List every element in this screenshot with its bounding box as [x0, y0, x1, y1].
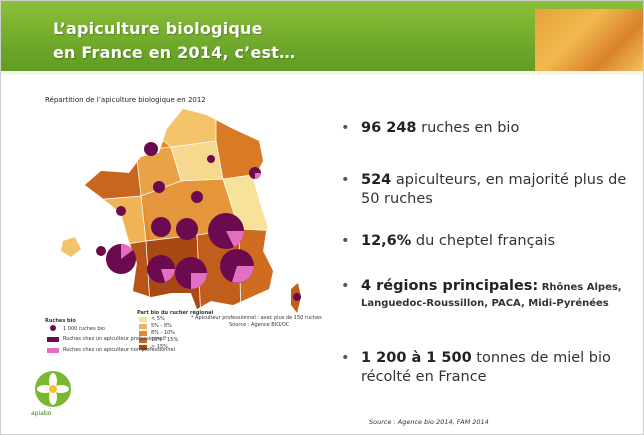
- legend-item: 10% - 15%: [151, 337, 179, 343]
- bullet-bold: 4 régions principales:: [361, 278, 539, 294]
- bullet: 524 apiculteurs, en majorité plus de 50 …: [339, 171, 639, 209]
- legend-item: 5% - 8%: [151, 323, 172, 329]
- bullet: 4 régions principales: Rhônes Alpes, Lan…: [339, 279, 639, 311]
- overseas: [61, 237, 81, 257]
- logo: [35, 371, 71, 407]
- bullet-text: ruches en bio: [416, 120, 520, 136]
- map-note: * Apiculteur professionnel : avec plus d…: [191, 315, 322, 321]
- logo-name: apiabo: [31, 410, 52, 417]
- bullet: 12,6% du cheptel français: [339, 232, 639, 251]
- bullet-text: du cheptel français: [411, 233, 556, 249]
- map: [35, 109, 301, 407]
- legend-item: Ruches chez un apiculteur professionnel*: [63, 336, 167, 342]
- legend-item: > 15%: [151, 344, 168, 350]
- legend-item: 8% - 10%: [151, 330, 176, 336]
- title-line: en France en 2014, c’est…: [53, 43, 296, 62]
- legend-title: Ruches bio: [45, 318, 76, 324]
- title-line: L’apiculture biologique: [53, 19, 263, 38]
- bullet-text: tonnes de miel bio récolté en France: [361, 350, 611, 385]
- bullet-bold: 1 200 à 1 500: [361, 350, 472, 366]
- legend-item: Ruches chez un apiculteur non profession…: [63, 347, 175, 353]
- bullet-text: apiculteurs, en majorité plus de 50 ruch…: [361, 172, 627, 207]
- legend-title: Part bio du rucher régional: [137, 310, 214, 316]
- header-tile: [535, 9, 643, 71]
- legend-item: < 5%: [151, 316, 165, 322]
- bullet: 1 200 à 1 500 tonnes de miel bio récolté…: [339, 349, 639, 387]
- source: Source : Agence bio 2014, FAM 2014: [369, 418, 489, 426]
- regions: [85, 109, 273, 309]
- pies: [96, 142, 301, 301]
- bullet-bold: 96 248: [361, 120, 417, 136]
- bullet-bold: 524: [361, 172, 392, 188]
- legend-item: 1 000 ruches bio: [63, 326, 105, 332]
- bullet-text: Rhônes Alpes, Languedoc-Roussillon, PACA…: [361, 282, 622, 309]
- map-title: Répartition de l’apiculture biologique e…: [45, 96, 206, 104]
- header-strip: [1, 71, 643, 75]
- map-source: Source : Agence BIO/OC: [229, 322, 290, 328]
- header: L’apiculture biologique en France en 201…: [1, 1, 643, 75]
- legend-swatches: [47, 317, 147, 353]
- bullet: 96 248 ruches en bio: [339, 119, 639, 138]
- bullet-bold: 12,6%: [361, 233, 412, 249]
